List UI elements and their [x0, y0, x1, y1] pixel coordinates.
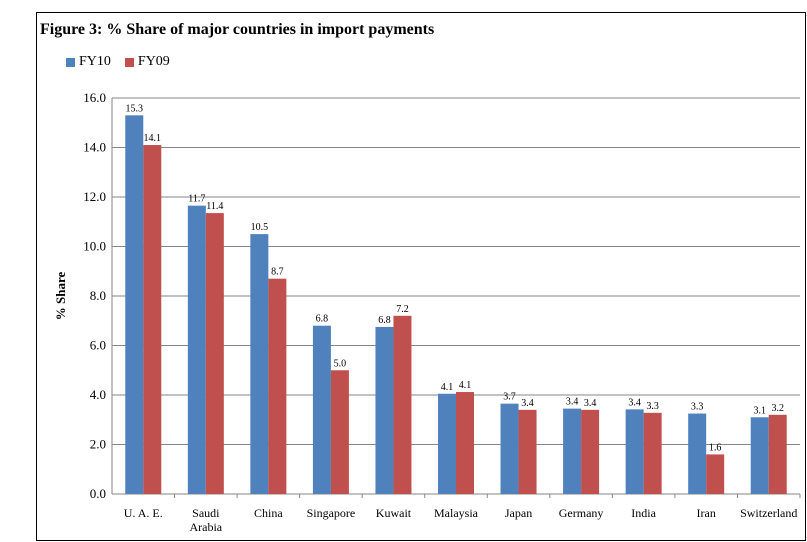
bar-fy09 — [643, 412, 662, 494]
legend-label-fy10: FY10 — [79, 54, 111, 69]
data-label: 3.3 — [691, 402, 704, 413]
data-label: 11.4 — [206, 201, 223, 212]
data-label: 3.7 — [503, 392, 516, 403]
data-label: 11.7 — [188, 194, 205, 205]
bar-fy09 — [768, 414, 787, 494]
bar-fy10 — [187, 205, 206, 494]
bar-fy10 — [375, 326, 394, 494]
data-label: 1.6 — [709, 442, 722, 453]
data-label: 3.4 — [521, 398, 534, 409]
x-tick-label: India — [631, 506, 656, 520]
data-label: 3.1 — [753, 405, 766, 416]
data-label: 3.3 — [646, 401, 659, 412]
x-tick-label: Saudi — [192, 506, 220, 520]
x-tick-label: Kuwait — [376, 506, 412, 520]
bar-fy10 — [125, 115, 144, 494]
bar-fy10 — [250, 234, 269, 494]
x-tick-label: Singapore — [307, 506, 356, 520]
y-tick-label: 8.0 — [90, 288, 106, 303]
bar-fy10 — [625, 409, 644, 494]
legend: FY10 FY09 — [66, 54, 184, 70]
legend-label-fy09: FY09 — [137, 54, 170, 69]
legend-item-fy10: FY10 — [66, 54, 111, 70]
bar-fy09 — [330, 370, 349, 494]
legend-swatch-fy09 — [124, 57, 134, 67]
data-label: 6.8 — [316, 314, 329, 325]
data-label: 5.0 — [334, 358, 347, 369]
chart-frame — [36, 12, 806, 541]
bar-fy09 — [268, 278, 287, 494]
data-label: 3.4 — [584, 398, 597, 409]
data-label: 6.8 — [378, 315, 391, 326]
x-tick-label: Iran — [697, 506, 716, 520]
x-tick-label: U. A. E. — [124, 506, 163, 520]
bar-fy10 — [563, 408, 582, 494]
y-tick-label: 0.0 — [90, 486, 106, 501]
bar-fy10 — [688, 413, 707, 494]
data-label: 3.4 — [566, 397, 579, 408]
bar-fy10 — [750, 417, 769, 494]
bar-fy09 — [456, 392, 474, 494]
data-label: 7.2 — [396, 304, 409, 315]
y-tick-label: 14.0 — [83, 140, 106, 155]
data-label: 3.4 — [628, 397, 641, 408]
y-tick-label: 4.0 — [90, 387, 106, 402]
bar-fy10 — [500, 403, 519, 494]
bar-fy10 — [312, 325, 331, 494]
bar-fy10 — [438, 393, 456, 494]
x-tick-label: China — [254, 506, 283, 520]
y-tick-label: 2.0 — [90, 437, 106, 452]
data-label: 14.1 — [144, 133, 162, 144]
chart-title: Figure 3: % Share of major countries in … — [40, 21, 435, 38]
x-tick-label: Switzerland — [740, 506, 797, 520]
x-tick-label: Japan — [505, 506, 532, 520]
y-tick-label: 12.0 — [83, 189, 106, 204]
y-tick-label: 10.0 — [83, 239, 106, 254]
y-axis-title: % Share — [53, 272, 68, 321]
data-label: 4.1 — [441, 382, 454, 393]
legend-item-fy09: FY09 — [124, 54, 170, 70]
x-tick-label: Arabia — [189, 520, 222, 534]
y-tick-label: 16.0 — [83, 90, 106, 105]
bar-fy09 — [143, 145, 162, 494]
data-label: 4.1 — [459, 380, 472, 391]
bar-fy09 — [706, 454, 725, 494]
x-tick-label: Germany — [559, 506, 604, 520]
legend-swatch-fy10 — [66, 57, 75, 67]
data-label: 3.2 — [771, 403, 784, 414]
bar-fy09 — [581, 409, 600, 494]
data-label: 15.3 — [126, 103, 144, 114]
bar-fy09 — [518, 409, 537, 494]
x-tick-label: Malaysia — [434, 506, 479, 520]
bar-fy09 — [393, 315, 412, 494]
bar-fy09 — [205, 213, 224, 494]
y-tick-label: 6.0 — [90, 338, 106, 353]
data-label: 10.5 — [251, 222, 269, 233]
data-label: 8.7 — [271, 267, 284, 278]
